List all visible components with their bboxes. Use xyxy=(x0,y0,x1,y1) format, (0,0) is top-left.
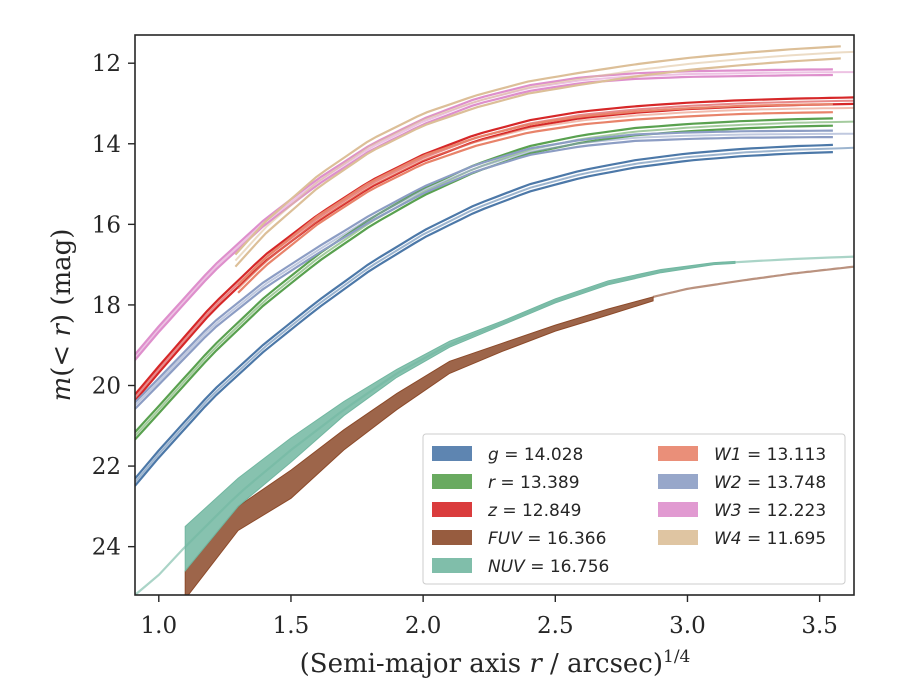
legend-label: r = 13.389 xyxy=(488,473,580,493)
x-tick-label: 2.5 xyxy=(537,613,574,639)
legend-item-r: r = 13.389 xyxy=(432,473,580,493)
series-w3-edge-2 xyxy=(135,73,833,361)
series-g-edge-1 xyxy=(135,143,833,480)
y-tick-label: 16 xyxy=(92,212,121,238)
legend-swatch xyxy=(432,502,472,517)
legend-swatch xyxy=(432,446,472,461)
series-w4 xyxy=(234,45,854,268)
series-w4-edge-1 xyxy=(234,45,841,256)
series-z-edge-1 xyxy=(135,96,854,396)
series-g-edge-2 xyxy=(135,151,833,487)
x-tick-label: 1.0 xyxy=(141,613,178,639)
y-tick-label: 12 xyxy=(92,51,121,77)
series-fuv xyxy=(184,265,854,595)
legend-label: NUV = 16.756 xyxy=(488,557,609,577)
series-w4-extension xyxy=(234,50,854,262)
legend-label: W2 = 13.748 xyxy=(714,473,826,493)
series-w1-extension xyxy=(237,106,854,290)
legend-item-w1: W1 = 13.113 xyxy=(658,445,826,465)
legend-swatch xyxy=(432,558,472,573)
series-fuv-line xyxy=(652,265,854,298)
legend-swatch xyxy=(658,530,698,545)
legend-swatch xyxy=(432,474,472,489)
series-w4-edge-2 xyxy=(234,57,841,268)
series-w3-edge-1 xyxy=(135,68,833,356)
legend-item-w3: W3 = 12.223 xyxy=(658,501,826,521)
y-tick-label: 22 xyxy=(92,454,121,480)
legend-label: W3 = 12.223 xyxy=(714,501,826,521)
series-nuv xyxy=(135,255,854,595)
x-tick-label: 3.5 xyxy=(801,613,838,639)
legend-swatch xyxy=(658,474,698,489)
y-axis-label: m(< r) (mag) xyxy=(47,229,77,402)
legend-label: g = 14.028 xyxy=(488,445,583,465)
series-w2-edge-2 xyxy=(135,136,833,410)
series-w2 xyxy=(135,129,854,410)
data-layer xyxy=(135,45,854,595)
y-tick-label: 14 xyxy=(92,132,121,158)
legend-item-g: g = 14.028 xyxy=(432,445,583,465)
legend-label: W4 = 11.695 xyxy=(714,529,826,549)
x-axis-label-text: (Semi-major axis xyxy=(300,649,530,679)
legend-swatch xyxy=(658,502,698,517)
series-w2-extension xyxy=(135,132,854,407)
series-g xyxy=(135,143,854,487)
legend-item-w2: W2 = 13.748 xyxy=(658,473,826,493)
series-g-extension xyxy=(135,146,854,483)
y-axis: 12 14 16 18 20 22 24 xyxy=(92,51,135,561)
legend-item-w4: W4 = 11.695 xyxy=(658,529,826,549)
x-axis-label: (Semi-major axis r / arcsec)1/4 xyxy=(300,647,691,679)
legend-label: z = 12.849 xyxy=(487,501,581,521)
x-tick-label: 1.5 xyxy=(273,613,310,639)
x-axis: 1.0 1.5 2.0 2.5 3.0 3.5 xyxy=(141,595,838,639)
x-tick-label: 3.0 xyxy=(669,613,706,639)
x-tick-label: 2.0 xyxy=(405,613,442,639)
legend-swatch xyxy=(432,530,472,545)
legend: g = 14.028 r = 13.389 z = 12.849 FUV = 16.3… xyxy=(422,433,846,585)
y-tick-label: 18 xyxy=(92,293,121,319)
series-nuv-line xyxy=(135,255,854,595)
legend-label: FUV = 16.366 xyxy=(488,529,606,549)
legend-label: W1 = 13.113 xyxy=(714,445,826,465)
series-w2-edge-1 xyxy=(135,129,833,404)
plot-frame xyxy=(134,34,855,596)
legend-swatch xyxy=(658,446,698,461)
legend-item-fuv: FUV = 16.366 xyxy=(432,529,606,549)
legend-item-nuv: NUV = 16.756 xyxy=(432,557,609,577)
y-tick-label: 24 xyxy=(92,535,121,561)
series-w1-edge-2 xyxy=(237,111,833,294)
legend-item-z: z = 12.849 xyxy=(432,501,581,521)
series-w1 xyxy=(237,103,854,294)
series-w1-edge-1 xyxy=(237,103,833,286)
legend-box xyxy=(422,433,846,585)
y-tick-label: 20 xyxy=(92,374,121,400)
series-z xyxy=(135,96,854,402)
